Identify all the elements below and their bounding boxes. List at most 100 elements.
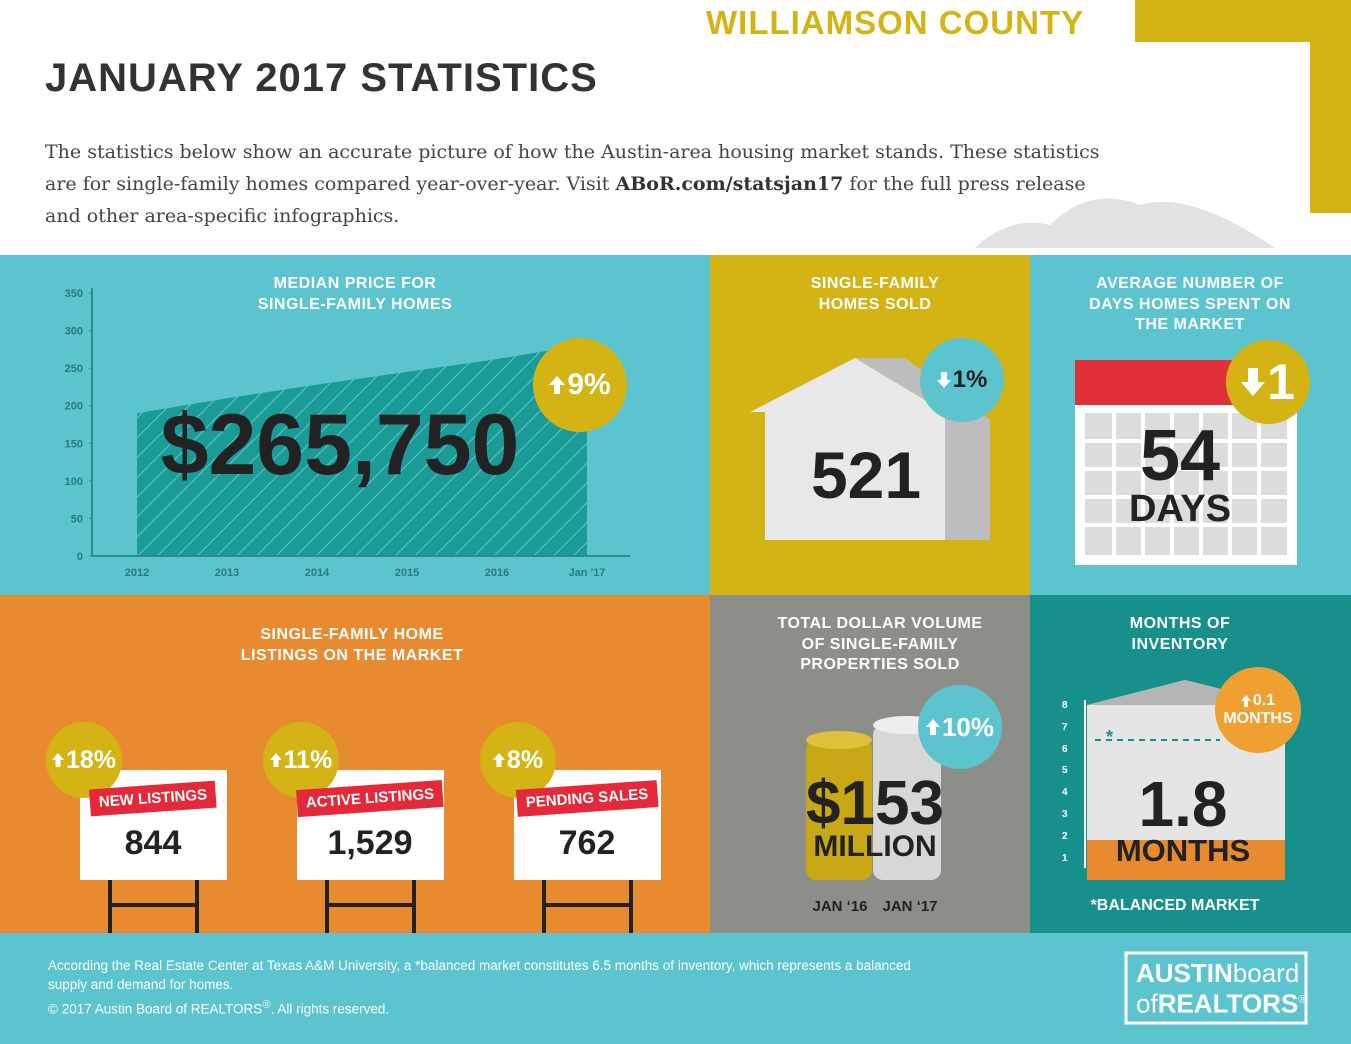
- change-badge: 8%: [480, 722, 556, 798]
- intro-link: ABoR.com/statsjan17: [615, 173, 844, 195]
- gauge-label: 1: [1062, 853, 1068, 864]
- change-badge: 0.1 MONTHS: [1215, 667, 1301, 753]
- volume-value: $153: [806, 769, 944, 838]
- y-tick-label: 250: [65, 363, 83, 375]
- logo-of: of: [1136, 988, 1158, 1019]
- down-arrow: [936, 372, 951, 388]
- change: 10%: [941, 711, 995, 742]
- title-line: TOTAL DOLLAR VOLUME: [777, 615, 983, 632]
- footer-note: According the Real Estate Center at Texa…: [48, 958, 911, 992]
- logo-frame: [1124, 951, 1308, 1025]
- calendar-grid: [1085, 413, 1287, 555]
- change-badge: 1%: [920, 338, 1004, 422]
- median-value: $265,750: [160, 397, 520, 493]
- y-tick-label: 200: [65, 401, 83, 413]
- volume-unit: MILLION: [813, 830, 937, 863]
- copyright: © 2017 Austin Board of REALTORS®. All ri…: [48, 999, 389, 1017]
- panel-title: MONTHS OF INVENTORY: [1130, 614, 1231, 655]
- gauge-label: 3: [1062, 809, 1068, 821]
- county: WILLIAMSON COUNTY: [706, 4, 1085, 41]
- change: 9%: [567, 368, 611, 401]
- title-line: PROPERTIES SOLD: [800, 656, 960, 673]
- gauge-label: 5: [1062, 765, 1068, 777]
- hills: [975, 198, 1275, 248]
- sign-value: 1,529: [327, 824, 413, 862]
- corner-frame: [1135, 0, 1351, 213]
- change: 18%: [65, 745, 117, 774]
- change-badge: 1: [1226, 340, 1310, 424]
- up-arrow: [925, 719, 940, 735]
- up-arrow: [269, 753, 282, 767]
- days-unit: DAYS: [1128, 488, 1232, 530]
- title-line: SINGLE-FAMILY HOME: [260, 626, 444, 643]
- sign-value: 844: [124, 824, 182, 862]
- up-arrow: [492, 753, 505, 767]
- median-chart: 0 50 100 150 200 250 300 350 2012 2013 2014 2015 201…: [65, 288, 630, 579]
- up-arrow: [1240, 694, 1251, 707]
- intro-text: The statistics below show an accurate pi…: [45, 141, 1100, 195]
- house: [750, 358, 945, 540]
- x-tick-label: Jan '17: [569, 567, 606, 579]
- x-tick-label: 2016: [485, 567, 509, 579]
- days-value: 54: [1139, 416, 1221, 496]
- title-line: OF SINGLE-FAMILY: [801, 635, 959, 653]
- rights: . All rights reserved.: [270, 1001, 390, 1017]
- change: 1: [1267, 354, 1295, 410]
- panel-title: MEDIAN PRICE FOR SINGLE-FAMILY HOMES: [258, 274, 452, 315]
- change-badge: 9%: [533, 338, 627, 432]
- x-tick-label: 2015: [395, 567, 419, 579]
- title-line: DAYS HOMES SPENT ON: [1089, 295, 1291, 313]
- y-tick-label: 300: [65, 326, 83, 338]
- gauge-label: 4: [1062, 787, 1068, 799]
- page-title: JANUARY 2017 STATISTICS: [45, 56, 598, 100]
- title-line: LISTINGS ON THE MARKET: [240, 646, 464, 664]
- gauge-label: 7: [1062, 721, 1068, 733]
- coin-label: JAN ‘16: [812, 898, 868, 915]
- registered: ®: [262, 999, 271, 1011]
- inventory-level: [1087, 840, 1285, 880]
- change-unit: MONTHS: [1223, 710, 1293, 727]
- change-badge: 10%: [918, 685, 1002, 769]
- title-line: SINGLE-FAMILY HOMES: [257, 295, 453, 313]
- note: *BALANCED MARKET: [1090, 897, 1260, 914]
- x-tick-label: 2012: [125, 567, 149, 579]
- title-line: SINGLE-FAMILY: [810, 275, 940, 292]
- panel-title: TOTAL DOLLAR VOLUME OF SINGLE-FAMILY PROPE…: [777, 614, 982, 676]
- logo-austin: AUSTIN: [1136, 958, 1233, 988]
- copyright-text: © 2017 Austin Board of REALTORS: [48, 1001, 263, 1017]
- logo: AUSTINboard ofREALTORS®: [1136, 960, 1306, 1018]
- up-arrow: [51, 753, 64, 767]
- y-tick-label: 350: [65, 288, 83, 300]
- panel-title: SINGLE-FAMILY HOMES SOLD: [811, 274, 940, 315]
- y-tick-label: 150: [65, 438, 83, 450]
- gauge-label: 2: [1062, 831, 1068, 843]
- title-line: MEDIAN PRICE FOR: [273, 275, 437, 292]
- gauge-label: 6: [1062, 743, 1068, 755]
- y-tick-label: 0: [77, 551, 83, 563]
- balanced-marker: *: [1106, 727, 1114, 747]
- inventory-value: 1.8: [1138, 768, 1228, 840]
- panel-title: AVERAGE NUMBER OF DAYS HOMES SPENT ON THE …: [1089, 274, 1291, 336]
- x-tick-label: 2014: [305, 567, 330, 579]
- gauge-label: 8: [1062, 699, 1068, 711]
- panel-title: SINGLE-FAMILY HOME LISTINGS ON THE MARKET: [241, 625, 464, 666]
- title-line: INVENTORY: [1131, 635, 1229, 653]
- intro-text: for the full press release and other are…: [45, 173, 1086, 227]
- change: 8%: [506, 745, 544, 774]
- change-badge: 11%: [263, 722, 339, 798]
- sign-value: 762: [558, 824, 616, 862]
- sold-value: 521: [810, 438, 922, 512]
- change: 1%: [952, 366, 988, 393]
- change: 0.1: [1252, 691, 1276, 709]
- calendar-lines: [1085, 413, 1287, 555]
- title-line: MONTHS OF: [1129, 615, 1231, 632]
- logo-board: board: [1232, 958, 1300, 988]
- inventory-unit: MONTHS: [1115, 833, 1251, 868]
- area: [137, 344, 587, 556]
- logo-realtors: REALTORS: [1157, 988, 1299, 1019]
- change: 11%: [283, 745, 333, 774]
- coin-label: JAN ‘17: [882, 898, 938, 915]
- logo-registered: ®: [1298, 994, 1307, 1006]
